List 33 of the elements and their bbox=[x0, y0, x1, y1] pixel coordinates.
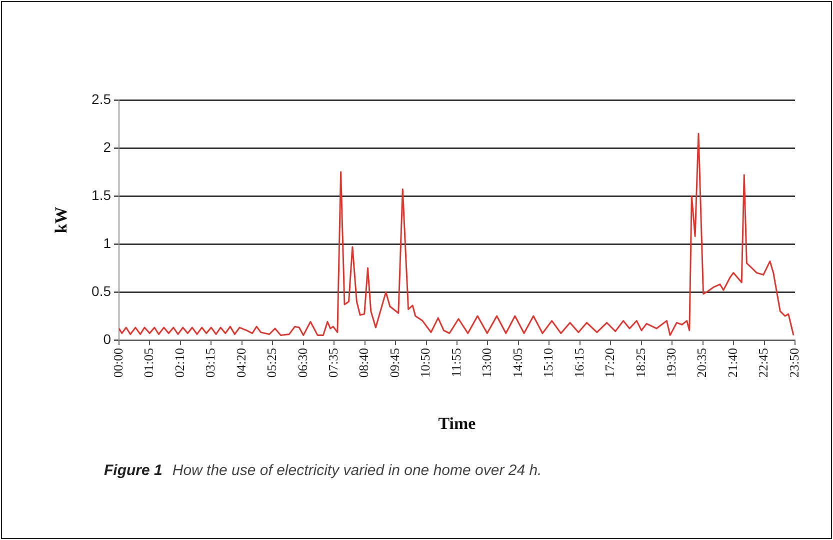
x-tick-label: 23:50 bbox=[786, 348, 802, 378]
x-tick-label: 04:20 bbox=[233, 348, 248, 378]
text: How the use of electricity varied in one home over 24 h. bbox=[172, 462, 542, 479]
x-tick-label: 06:30 bbox=[294, 348, 310, 378]
y-tick-label: 0 bbox=[103, 330, 112, 347]
x-tick-label: 01:05 bbox=[141, 348, 156, 378]
y-axis-title: kW bbox=[52, 206, 71, 234]
caption: Figure 1 bbox=[104, 462, 162, 479]
y-tick-label: 1.5 bbox=[92, 186, 112, 203]
x-tick-label: 13:00 bbox=[479, 348, 494, 378]
x-tick-label: 03:15 bbox=[202, 348, 218, 378]
x-tick-label: 05:25 bbox=[264, 348, 280, 378]
x-tick-label: 10:50 bbox=[418, 348, 433, 378]
y-tick-label: 2.5 bbox=[92, 90, 112, 107]
y-tick-label: 0.5 bbox=[92, 282, 112, 299]
x-tick-label: 15:10 bbox=[540, 348, 556, 378]
x-tick-label: 11:55 bbox=[448, 348, 464, 378]
y-tick-label: 1 bbox=[103, 234, 112, 251]
y-tick-label: 2 bbox=[103, 138, 112, 155]
x-tick-label: 17:20 bbox=[602, 348, 618, 378]
x-tick-label: 09:45 bbox=[386, 348, 402, 378]
x-axis-title: Time bbox=[438, 414, 476, 434]
x-tick-label: 14:05 bbox=[510, 348, 525, 378]
x-tick-label: 19:30 bbox=[664, 348, 679, 378]
x-tick-label: 02:10 bbox=[172, 348, 187, 378]
x-tick-label: 16:15 bbox=[571, 348, 586, 378]
x-tick-label: 18:25 bbox=[632, 348, 648, 378]
x-tick-label: 07:35 bbox=[326, 348, 341, 378]
x-tick-label: 22:45 bbox=[756, 348, 771, 378]
x-tick-label: 00:00 bbox=[110, 348, 126, 378]
x-tick-label: 08:40 bbox=[356, 348, 372, 378]
x-tick-label: 21:40 bbox=[724, 348, 740, 378]
x-tick-label: 20:35 bbox=[694, 348, 710, 378]
